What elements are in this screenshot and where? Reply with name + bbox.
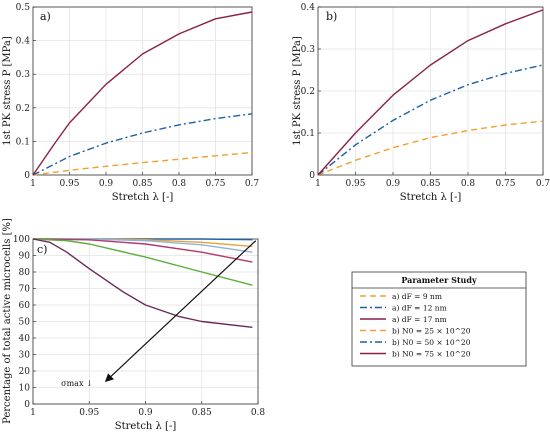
axes-frame	[317, 6, 544, 176]
legend-entry-4: b) N0 = 25 × 10^20	[392, 327, 471, 336]
y-tick-label: 10	[19, 384, 31, 394]
series-line-3	[317, 9, 544, 176]
sigma-arrow	[104, 240, 257, 383]
series-line-4	[32, 238, 253, 263]
y-tick-label: 70	[19, 285, 31, 295]
panel-label: a)	[40, 10, 51, 23]
x-tick-label: 0.85	[132, 179, 152, 189]
legend-title: Parameter Study	[401, 275, 477, 285]
x-axis-label: Stretch λ [-]	[400, 192, 462, 203]
series-line-3	[32, 11, 253, 176]
y-tick-label: 0	[24, 171, 30, 181]
y-tick-label: 60	[19, 301, 31, 311]
y-tick-label: 40	[19, 334, 31, 344]
series-line-2	[32, 113, 253, 176]
legend-entry-3: a) dF = 17 nm	[392, 315, 447, 324]
chart-panel-b: 1 0.95 0.9 0.85 0.8 0.75 0.7 0 0.1 0.2 0.3 0.4 b) Str…	[292, 3, 550, 203]
y-tick-label: 0	[309, 171, 315, 181]
legend-entry-1: a) dF = 9 nm	[392, 292, 442, 301]
x-tick-label: 1	[315, 179, 321, 189]
series-line-6	[32, 238, 253, 328]
y-tick-label: 0.2	[16, 104, 30, 114]
x-tick-label: 0.95	[79, 408, 99, 418]
y-tick-label: 0.5	[16, 3, 31, 13]
x-tick-label: 0.95	[59, 179, 79, 189]
x-tick-label: 0.85	[420, 179, 440, 189]
y-tick-label: 100	[13, 235, 30, 245]
y-axis-label: Percentage of total active microcells [%…	[2, 218, 13, 424]
y-tick-label: 0.3	[16, 70, 31, 80]
series-line-1	[317, 120, 544, 176]
y-tick-label: 50	[19, 318, 31, 328]
y-tick-label: 0	[24, 400, 30, 410]
y-tick-label: 0.1	[16, 137, 30, 147]
y-axis-label: 1st PK stress P [MPa]	[2, 36, 13, 146]
legend-entry-6: b) N0 = 75 × 10^20	[392, 350, 471, 359]
series-line-5	[32, 238, 253, 286]
y-axis-label: 1st PK stress P [MPa]	[292, 36, 303, 146]
x-tick-label: 0.9	[386, 179, 401, 189]
x-tick-label: 0.85	[192, 408, 212, 418]
x-tick-label: 0.75	[495, 179, 515, 189]
x-tick-label: 0.9	[138, 408, 153, 418]
series-line-1	[32, 151, 253, 176]
x-tick-label: 0.7	[245, 179, 260, 189]
x-tick-label: 0.7	[536, 179, 550, 189]
x-tick-label: 1	[30, 179, 36, 189]
x-tick-label: 0.8	[461, 179, 476, 189]
y-tick-label: 20	[19, 367, 31, 377]
y-tick-label: 30	[19, 351, 31, 361]
y-tick-label: 90	[19, 252, 31, 262]
y-tick-label: 0.1	[301, 129, 315, 139]
chart-panel-a: 1 0.95 0.9 0.85 0.8 0.75 0.7 0 0.1 0.2 0.3 0.4 0.5 a)…	[2, 3, 259, 203]
y-tick-label: 80	[19, 268, 31, 278]
panel-label: c)	[37, 243, 47, 256]
legend-box: Parameter Study a) dF = 9 nm a) dF = 12 nm…	[351, 271, 527, 367]
panel-label: b)	[326, 10, 337, 23]
x-tick-label: 0.75	[205, 179, 225, 189]
axes-frame	[32, 6, 253, 176]
x-axis-label: Stretch λ [-]	[112, 192, 174, 203]
y-tick-label: 0.2	[301, 87, 315, 97]
legend-entry-2: a) dF = 12 nm	[392, 304, 447, 313]
x-tick-label: 0.8	[251, 408, 266, 418]
series-line-2	[317, 64, 544, 176]
x-tick-label: 0.8	[172, 179, 187, 189]
x-tick-label: 1	[30, 408, 36, 418]
y-tick-label: 0.3	[301, 45, 316, 55]
y-tick-label: 0.4	[301, 3, 316, 13]
legend-entry-5: b) N0 = 50 × 10^20	[392, 338, 471, 347]
x-tick-label: 0.9	[99, 179, 114, 189]
x-axis-label: Stretch λ [-]	[115, 421, 177, 432]
y-tick-label: 0.4	[16, 37, 31, 47]
x-tick-label: 0.95	[345, 179, 365, 189]
chart-panel-c: 1 0.95 0.9 0.85 0.8 0 10 20 30 40 50 60 70 80 90 100 σma…	[2, 218, 265, 432]
sigma-max-annotation: σmax ↓	[61, 379, 93, 388]
